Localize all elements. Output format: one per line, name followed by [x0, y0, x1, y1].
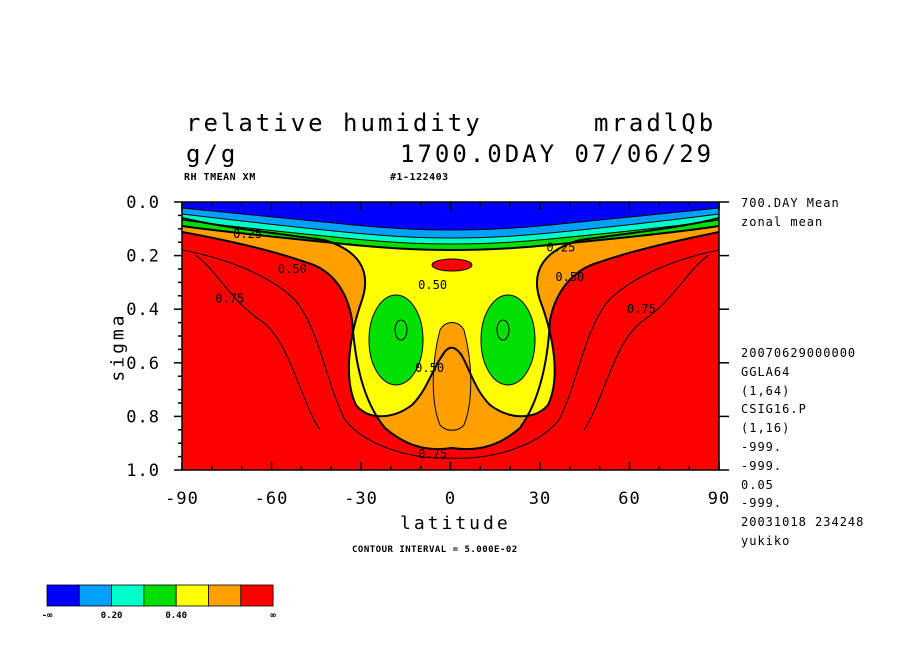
metadata-line: CSIG16.P	[741, 402, 807, 417]
time-label: 1700.0DAY 07/06/29	[400, 140, 715, 168]
metadata-line: (1,16)	[741, 421, 791, 436]
contour-line-075	[182, 231, 719, 451]
colorbar-swatch	[46, 584, 80, 607]
contour-line-green-s	[368, 294, 424, 386]
y-tick-label: 0.8	[126, 407, 160, 427]
colorbar-label: -∞	[42, 611, 53, 621]
contour-line-center	[432, 322, 472, 431]
contour-line-025	[182, 225, 719, 252]
y-tick-label: 0.6	[126, 354, 160, 374]
contour-line-layer	[182, 207, 719, 459]
contour-line-cap	[431, 258, 473, 272]
metadata-line: -999.	[741, 458, 783, 473]
x-tick-label: 90	[708, 489, 730, 509]
metadata-line: (1,64)	[741, 383, 791, 398]
contour-label: 0.50	[278, 262, 307, 276]
fill-green-south	[369, 295, 423, 385]
contour-label-layer: 0.25 0.25 0.50 0.50 0.50 0.50 0.75 0.75 0.75	[215, 227, 656, 461]
y-tick-label: 0.2	[126, 247, 160, 267]
colorbar-label: ∞	[270, 611, 276, 621]
contour-label: 0.75	[627, 302, 656, 316]
side-note-mean: 700.DAY Mean	[741, 196, 840, 210]
fill-green-north	[481, 295, 535, 385]
x-tick-label: -60	[255, 489, 289, 509]
contour-line-015	[182, 213, 719, 239]
contour-line-min-n	[496, 319, 510, 341]
x-tick-label: 30	[529, 489, 551, 509]
metadata-line: -999.	[741, 496, 783, 511]
contour-label: 0.50	[418, 278, 447, 292]
metadata-line: 20070629000000	[741, 346, 857, 360]
metadata-line: yukiko	[741, 534, 791, 548]
fill-red-cap	[432, 259, 472, 271]
axis-ticks	[174, 201, 729, 471]
fill-yellow-band	[182, 202, 719, 417]
units-label: g/g	[186, 140, 239, 168]
x-tick-label: -30	[344, 489, 378, 509]
x-tick-label: 60	[618, 489, 640, 509]
contour-label: 0.25	[546, 241, 575, 255]
colorbar-swatch	[111, 584, 145, 607]
x-tick-label: 0	[445, 489, 456, 509]
contour-label: 0.50	[415, 361, 444, 375]
y-tick-label: 1.0	[126, 461, 160, 481]
run-id-label: #1-122403	[390, 172, 449, 183]
contour-line-min-s	[394, 319, 408, 341]
colorbar-swatch	[208, 584, 242, 607]
colorbar-swatch	[175, 584, 209, 607]
x-tick-label: -90	[165, 489, 199, 509]
contour-label: 0.75	[215, 291, 244, 305]
fill-orange-center	[433, 322, 471, 431]
metadata-line: -999.	[741, 440, 783, 454]
contour-label: 0.75	[418, 447, 447, 461]
x-axis-title: latitude	[400, 513, 511, 534]
contour-line-050	[182, 217, 719, 418]
y-tick-label: 0.4	[126, 300, 160, 320]
contour-line-side-s	[194, 254, 321, 431]
colorbar-swatch	[78, 584, 113, 607]
colorbar-label: 0.20	[101, 611, 123, 621]
y-tick-label: 0.0	[126, 193, 160, 213]
variable-label: RH TMEAN XM	[184, 172, 256, 183]
contour-line-080	[182, 249, 719, 459]
contour-line-020	[182, 219, 719, 245]
chart-title: relative humidity	[186, 109, 483, 137]
metadata-line: 20031018 234248	[741, 515, 865, 530]
fill-blue-band	[182, 202, 719, 230]
contour-label: 0.25	[233, 227, 262, 241]
experiment-name: mradlQb	[594, 109, 717, 137]
colorbar-label: 0.40	[165, 611, 187, 621]
side-note-zonal: zonal mean	[741, 215, 824, 229]
contour-line-010	[182, 207, 719, 231]
contour-interval-note: CONTOUR INTERVAL = 5.000E-02	[352, 545, 518, 555]
axis-tick-labels: -90 -60 -30 0 30 60 90 0.0 0.2 0.4 0.6 0.8 1.0	[126, 193, 730, 509]
contour-line-green-n	[480, 294, 536, 386]
metadata-line: 0.05	[741, 477, 774, 492]
metadata-line: GGLA64	[741, 364, 791, 379]
colorbar: -∞ 0.20 0.40 ∞	[42, 584, 276, 621]
contour-line-side-n	[583, 254, 710, 431]
contour-label: 0.50	[555, 270, 584, 284]
colorbar-swatch	[240, 584, 274, 607]
colorbar-swatch	[143, 584, 177, 607]
